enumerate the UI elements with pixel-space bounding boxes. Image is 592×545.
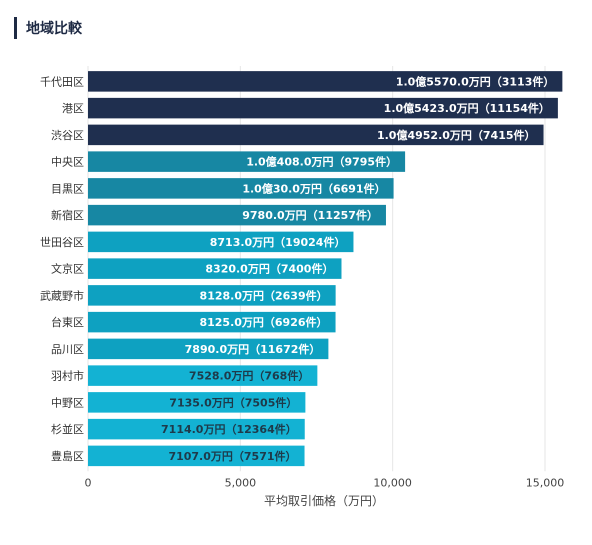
- bar[interactable]: [88, 231, 354, 253]
- bar[interactable]: [88, 258, 342, 279]
- bar[interactable]: [88, 338, 329, 360]
- category-label: 中野区: [51, 396, 84, 409]
- category-label: 渋谷区: [51, 129, 84, 142]
- category-label: 港区: [62, 102, 84, 115]
- category-label: 中央区: [51, 156, 84, 169]
- bar[interactable]: [88, 97, 558, 119]
- bar[interactable]: [88, 418, 305, 440]
- category-label: 杉並区: [51, 422, 84, 436]
- category-label: 台東区: [51, 315, 84, 329]
- section-header: 地域比較: [14, 17, 82, 39]
- bar-value-label: 7114.0万円（12364件）: [161, 422, 297, 436]
- bar-value-label: 7890.0万円（11672件）: [185, 342, 321, 356]
- bar-value-label: 7528.0万円（768件）: [189, 369, 309, 383]
- x-tick-label: 15,000: [526, 476, 565, 489]
- category-labels: 千代田区港区渋谷区中央区目黒区新宿区世田谷区文京区武蔵野市台東区品川区羽村市中野…: [40, 75, 84, 463]
- x-axis-ticks: 0 5,000 10,000 15,000: [85, 476, 565, 489]
- bar-value-label: 9780.0万円（11257件）: [242, 208, 378, 222]
- bar[interactable]: [88, 124, 544, 146]
- bar[interactable]: [88, 204, 386, 226]
- section-title: 地域比較: [26, 21, 82, 37]
- x-tick-label: 0: [85, 476, 92, 489]
- category-label: 新宿区: [51, 208, 84, 222]
- bar-value-label: 8128.0万円（2639件）: [200, 288, 328, 302]
- category-label: 文京区: [51, 262, 84, 276]
- category-label: 羽村市: [51, 369, 84, 383]
- category-label: 品川区: [51, 343, 84, 356]
- x-tick-label: 10,000: [373, 476, 412, 489]
- bar-value-label: 7107.0万円（7571件）: [168, 449, 296, 463]
- category-label: 目黒区: [51, 182, 84, 195]
- bar[interactable]: [88, 311, 336, 333]
- bar-value-label: 8125.0万円（6926件）: [199, 315, 327, 329]
- category-label: 世田谷区: [40, 236, 84, 249]
- bar-value-label: 1.0億4952.0万円（7415件）: [377, 128, 536, 142]
- bar[interactable]: [88, 71, 563, 92]
- x-axis-title: 平均取引価格（万円）: [264, 493, 384, 508]
- bar[interactable]: [88, 392, 306, 413]
- category-label: 武蔵野市: [40, 288, 84, 302]
- bar-value-label: 1.0億5423.0万円（11154件）: [384, 101, 550, 115]
- x-tick-label: 5,000: [225, 476, 257, 489]
- bar-value-label: 1.0億30.0万円（6691件）: [242, 181, 385, 195]
- bar[interactable]: [88, 365, 318, 386]
- bar[interactable]: [88, 178, 394, 199]
- bar-value-label: 1.0億5570.0万円（3113件）: [396, 74, 555, 88]
- bar[interactable]: [88, 445, 305, 467]
- bars: 1.0億5570.0万円（3113件） 1.0億5423.0万円（11154件） 1…: [88, 71, 563, 467]
- bar-value-label: 7135.0万円（7505件）: [169, 395, 297, 409]
- bar[interactable]: [88, 285, 336, 306]
- category-label: 豊島区: [51, 449, 84, 463]
- bar-value-label: 8713.0万円（19024件）: [210, 235, 346, 249]
- bar-value-label: 1.0億408.0万円（9795件）: [246, 155, 397, 169]
- bar[interactable]: [88, 151, 406, 172]
- bar-value-label: 8320.0万円（7400件）: [205, 262, 333, 276]
- category-label: 千代田区: [40, 75, 84, 88]
